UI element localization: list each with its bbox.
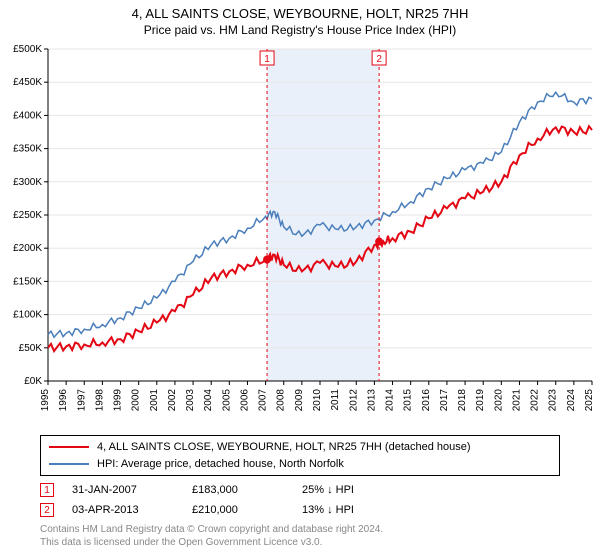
transaction-row: 1 31-JAN-2007£183,00025% ↓ HPI — [40, 480, 560, 500]
x-tick-label: 2023 — [548, 389, 559, 412]
chart-title: 4, ALL SAINTS CLOSE, WEYBOURNE, HOLT, NR… — [0, 6, 600, 21]
transactions-table: 1 31-JAN-2007£183,00025% ↓ HPI 2 03-APR-201… — [40, 480, 560, 520]
x-tick-label: 2020 — [493, 389, 504, 412]
transaction-point — [263, 255, 271, 263]
legend-item: HPI: Average price, detached house, Nort… — [49, 456, 551, 473]
x-tick-label: 1997 — [76, 389, 87, 412]
x-tick-label: 2018 — [457, 389, 468, 412]
x-tick-label: 2004 — [203, 389, 214, 412]
y-tick-label: £200K — [13, 243, 42, 254]
x-tick-label: 1999 — [113, 389, 124, 412]
legend-box: 4, ALL SAINTS CLOSE, WEYBOURNE, HOLT, NR… — [40, 435, 560, 476]
y-tick-label: £50K — [19, 343, 43, 354]
x-tick-label: 2005 — [221, 389, 232, 412]
transaction-marker: 1 — [40, 483, 54, 497]
chart-subtitle: Price paid vs. HM Land Registry's House … — [0, 23, 600, 37]
x-tick-label: 2019 — [475, 389, 486, 412]
y-tick-label: £500K — [13, 44, 42, 55]
y-tick-label: £350K — [13, 144, 42, 155]
transaction-hpi: 25% ↓ HPI — [302, 484, 412, 496]
x-tick-label: 2022 — [530, 389, 541, 412]
y-tick-label: £150K — [13, 276, 42, 287]
transaction-row: 2 03-APR-2013£210,00013% ↓ HPI — [40, 500, 560, 520]
transaction-flag-label: 1 — [264, 54, 270, 65]
x-tick-label: 2012 — [348, 389, 359, 412]
transaction-flag-label: 2 — [376, 54, 382, 65]
x-tick-label: 2014 — [385, 389, 396, 412]
y-tick-label: £100K — [13, 310, 42, 321]
x-tick-label: 2000 — [131, 389, 142, 412]
transaction-date: 03-APR-2013 — [72, 504, 192, 516]
legend-label: 4, ALL SAINTS CLOSE, WEYBOURNE, HOLT, NR… — [97, 439, 471, 456]
chart-container: £0K £50K £100K £150K £200K £250K £300K £350K £40… — [0, 39, 600, 429]
x-tick-label: 2011 — [330, 389, 341, 411]
legend-swatch — [49, 446, 89, 448]
footer-line: Contains HM Land Registry data © Crown c… — [40, 523, 560, 536]
legend-item: 4, ALL SAINTS CLOSE, WEYBOURNE, HOLT, NR… — [49, 439, 551, 456]
x-tick-label: 1998 — [94, 389, 105, 412]
x-tick-label: 2016 — [421, 389, 432, 412]
x-tick-label: 2013 — [366, 389, 377, 412]
x-tick-label: 2024 — [566, 389, 577, 412]
x-tick-label: 2002 — [167, 389, 178, 412]
legend-swatch — [49, 463, 89, 465]
x-tick-label: 2007 — [258, 389, 269, 412]
x-tick-label: 2010 — [312, 389, 323, 412]
x-tick-label: 2006 — [239, 389, 250, 412]
x-tick-label: 2015 — [403, 389, 414, 412]
x-tick-label: 1996 — [58, 389, 69, 412]
price-chart: £0K £50K £100K £150K £200K £250K £300K £350K £40… — [0, 39, 600, 429]
x-tick-label: 2001 — [149, 389, 160, 412]
x-tick-label: 2008 — [276, 389, 287, 412]
y-tick-label: £0K — [24, 376, 42, 387]
transaction-date: 31-JAN-2007 — [72, 484, 192, 496]
x-tick-label: 2009 — [294, 389, 305, 412]
transaction-price: £183,000 — [192, 484, 302, 496]
x-tick-label: 2021 — [511, 389, 522, 412]
y-tick-label: £400K — [13, 110, 42, 121]
y-tick-label: £250K — [13, 210, 42, 221]
transaction-marker: 2 — [40, 503, 54, 517]
x-tick-label: 2003 — [185, 389, 196, 412]
y-tick-label: £450K — [13, 77, 42, 88]
transaction-price: £210,000 — [192, 504, 302, 516]
y-tick-label: £300K — [13, 177, 42, 188]
footer-line: This data is licensed under the Open Gov… — [40, 536, 560, 549]
chart-header: 4, ALL SAINTS CLOSE, WEYBOURNE, HOLT, NR… — [0, 0, 600, 39]
x-tick-label: 2025 — [584, 389, 595, 412]
legend-label: HPI: Average price, detached house, Nort… — [97, 456, 344, 473]
transaction-point — [375, 238, 383, 246]
transaction-hpi: 13% ↓ HPI — [302, 504, 412, 516]
x-tick-label: 2017 — [439, 389, 450, 412]
attribution-footer: Contains HM Land Registry data © Crown c… — [40, 523, 560, 549]
x-tick-label: 1995 — [40, 389, 51, 412]
